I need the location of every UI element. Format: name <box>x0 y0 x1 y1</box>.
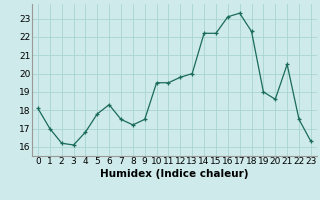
X-axis label: Humidex (Indice chaleur): Humidex (Indice chaleur) <box>100 169 249 179</box>
